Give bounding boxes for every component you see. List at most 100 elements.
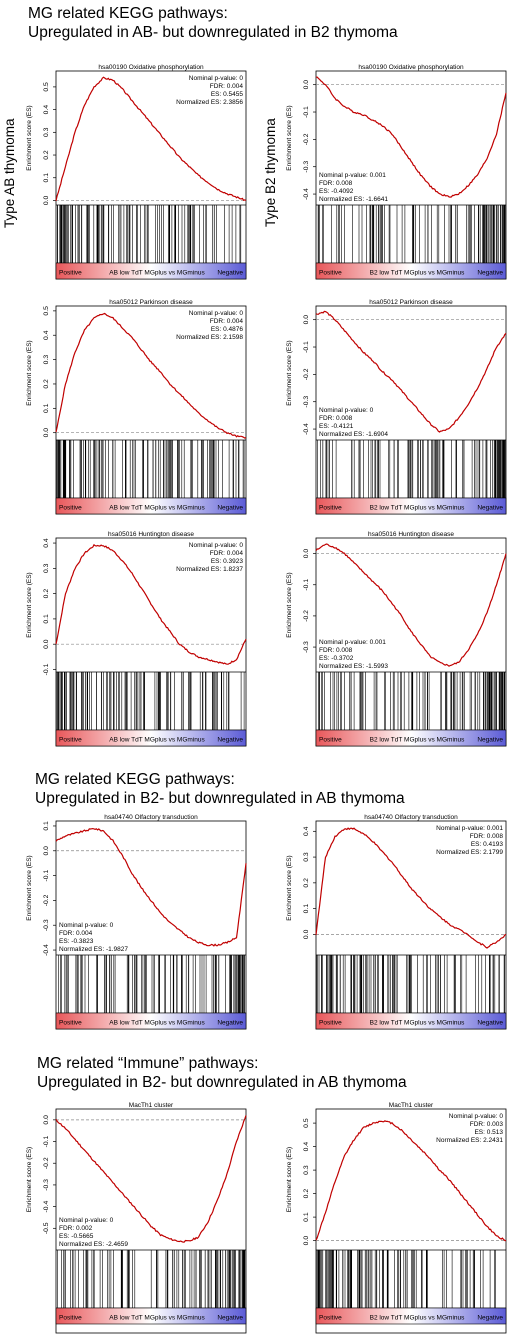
gsea-plot-ab-olfactory: hsa04740 Olfactory transduction Enrichmen…	[26, 814, 247, 1030]
comparison-label: AB low TdT MGplus vs MGminus	[109, 505, 205, 512]
y-tick-label: 0.1	[43, 173, 50, 183]
y-tick-label: -0.1	[303, 579, 310, 591]
rank-gradient-bar	[315, 262, 507, 280]
section-heading-2: MG related KEGG pathways: Upregulated in…	[35, 770, 405, 808]
y-tick-label: 0.4	[43, 538, 50, 548]
positive-label: Positive	[319, 1020, 342, 1027]
stat-line: Nominal p-value: 0	[189, 75, 244, 82]
stat-line: ES: -0.4092	[319, 188, 354, 195]
hit-barcode	[56, 1250, 246, 1308]
plot-title: hsa05012 Parkinson disease	[369, 299, 453, 306]
y-tick-label: -0.2	[43, 894, 50, 906]
stat-line: ES: 0.4193	[471, 841, 504, 848]
y-tick-label: 0.2	[43, 379, 50, 389]
stat-line: ES: -0.3823	[59, 938, 94, 945]
gsea-plot-b2-macth1: MacTh1 cluster Enrichment score (ES) 0.0 0.…	[286, 1102, 507, 1334]
rank-gradient-bar	[315, 1307, 507, 1325]
panel-frame	[315, 1108, 507, 1334]
y-tick-label: 0.4	[43, 330, 50, 340]
y-axis-label: Enrichment score (ES)	[286, 340, 293, 405]
stat-line: Nominal p-value: 0.001	[319, 172, 386, 179]
positive-label: Positive	[319, 737, 342, 744]
section-heading-1-line2: Upregulated in AB- but downregulated in …	[28, 24, 398, 41]
y-tick-label: -0.2	[303, 610, 310, 622]
stat-line: Nominal p-value: 0	[189, 310, 244, 317]
stat-line: FDR: 0.004	[210, 318, 244, 325]
negative-label: Negative	[217, 1020, 243, 1027]
y-tick-label: -0.3	[303, 396, 310, 408]
stat-line: FDR: 0.004	[210, 83, 244, 90]
y-tick-label: 0.4	[303, 826, 310, 836]
y-tick-label: 0.1	[303, 1212, 310, 1222]
y-tick-label: 0.0	[303, 929, 310, 939]
es-curve	[55, 827, 247, 947]
y-axis-label: Enrichment score (ES)	[26, 105, 33, 170]
y-tick-label: -0.4	[43, 1201, 50, 1213]
stat-line: Nominal p-value: 0	[449, 1113, 504, 1120]
rank-gradient-bar	[315, 497, 507, 515]
stat-line: FDR: 0.003	[470, 1121, 504, 1128]
comparison-label: B2 low TdT MGplus vs MGminus	[370, 505, 466, 512]
y-tick-label: -0.2	[303, 368, 310, 380]
side-label-left: Type AB thymoma	[2, 118, 17, 228]
rank-gradient-bar	[55, 1012, 247, 1030]
negative-label: Negative	[217, 737, 243, 744]
y-tick-label: -0.1	[303, 341, 310, 353]
rank-gradient-bar	[55, 729, 247, 747]
stat-line: ES: -0.4121	[319, 423, 354, 430]
stat-line: ES: -0.3702	[319, 655, 354, 662]
y-tick-label: -0.2	[303, 133, 310, 145]
y-tick-label: -0.4	[43, 944, 50, 956]
y-tick-label: 0.2	[303, 878, 310, 888]
section-heading-3-line2: Upregulated in B2- but downregulated in …	[37, 1074, 407, 1091]
rank-gradient-bar	[315, 1012, 507, 1030]
stat-line: Normalized ES: 2.3856	[176, 99, 243, 106]
panel-frame	[55, 1108, 247, 1334]
plot-title: hsa04740 Olfactory transduction	[104, 814, 198, 821]
es-curve	[55, 312, 247, 439]
section-heading-1-line1: MG related KEGG pathways:	[28, 5, 228, 22]
stat-line: Nominal p-value: 0.001	[436, 825, 503, 832]
es-curve	[315, 1120, 507, 1242]
hit-barcode	[56, 440, 245, 498]
plot-title: hsa00190 Oxidative phosphorylation	[98, 64, 204, 71]
plot-title: MacTh1 cluster	[129, 1102, 174, 1109]
gsea-plot-ab-huntington: hsa05016 Huntington disease Enrichment sc…	[26, 531, 247, 747]
es-curve	[55, 543, 247, 665]
y-tick-label: 0.1	[303, 904, 310, 914]
section-heading-1: MG related KEGG pathways: Upregulated in…	[28, 4, 398, 42]
stat-line: FDR: 0.008	[470, 833, 504, 840]
y-tick-label: 0.4	[43, 105, 50, 115]
y-tick-label: 0.0	[43, 846, 50, 856]
stat-line: ES: 0.5455	[211, 91, 244, 98]
y-axis-label: Enrichment score (ES)	[26, 855, 33, 920]
stat-line: FDR: 0.008	[319, 415, 353, 422]
negative-label: Negative	[477, 505, 503, 512]
comparison-label: AB low TdT MGplus vs MGminus	[109, 270, 205, 277]
y-tick-label: -0.1	[43, 1135, 50, 1147]
es-curve	[55, 1115, 247, 1243]
es-curve	[315, 310, 507, 433]
y-tick-label: -0.1	[43, 663, 50, 675]
stat-line: ES: -0.5665	[59, 1233, 94, 1240]
gsea-plot-b2-olfactory: hsa04740 Olfactory transduction Enrichmen…	[286, 814, 507, 1030]
stat-line: Nominal p-value: 0	[319, 407, 374, 414]
negative-label: Negative	[477, 1020, 503, 1027]
gsea-plot-b2-parkinson: hsa05012 Parkinson disease Enrichment sco…	[286, 299, 507, 515]
hit-barcode	[317, 205, 506, 263]
y-tick-label: 0.1	[43, 403, 50, 413]
stat-line: FDR: 0.004	[59, 930, 93, 937]
y-tick-label: 0.3	[43, 127, 50, 137]
y-axis-label: Enrichment score (ES)	[26, 340, 33, 405]
comparison-label: AB low TdT MGplus vs MGminus	[109, 1020, 205, 1027]
stat-line: Nominal p-value: 0	[59, 922, 114, 929]
plot-title: hsa05012 Parkinson disease	[109, 299, 193, 306]
y-tick-label: -0.3	[303, 641, 310, 653]
comparison-label: B2 low TdT MGplus vs MGminus	[370, 737, 466, 744]
y-axis-label: Enrichment score (ES)	[26, 572, 33, 637]
stat-line: Normalized ES: -1.6904	[319, 431, 388, 438]
stat-line: ES: 0.513	[474, 1129, 503, 1136]
gsea-plot-b2-oxphos: hsa00190 Oxidative phosphorylation Enrich…	[286, 64, 507, 280]
positive-label: Positive	[319, 270, 342, 277]
y-tick-label: 0.0	[303, 1236, 310, 1246]
